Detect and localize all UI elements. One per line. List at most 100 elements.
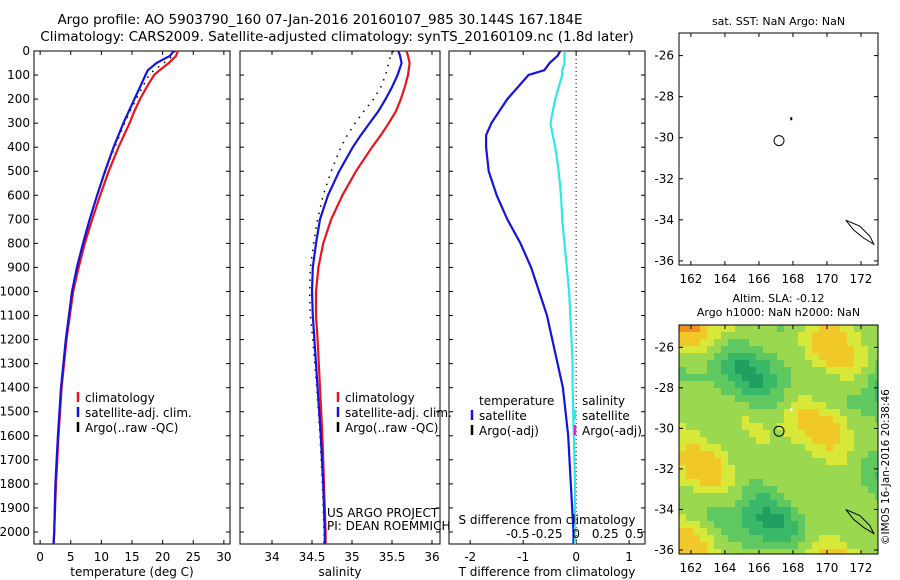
map_sst-float-marker (773, 135, 785, 147)
map_sla-ytick-label: -30 (654, 421, 674, 435)
temperature-xtick-label: 15 (124, 550, 139, 564)
map_sla-ytick-label: -32 (654, 462, 674, 476)
temperature-legend-label: Argo(..raw -QC) (85, 421, 178, 435)
map_sst-ytick-label: -28 (654, 90, 674, 104)
difference-xtick-label: 1 (625, 550, 633, 564)
salinity-difference-line (549, 51, 577, 544)
depth-tick-label: 1300 (0, 357, 30, 371)
depth-tick-label: 1400 (0, 381, 30, 395)
map_sla-xtick-label: 172 (850, 561, 873, 575)
map_sst-title: sat. SST: NaN Argo: NaN (712, 15, 845, 28)
temperature-legend-label: satellite-adj. clim. (85, 406, 192, 420)
depth-tick-label: 1200 (0, 333, 30, 347)
map_sst-ytick-label: -32 (654, 172, 674, 186)
figure-title-line2: Climatology: CARS2009. Satellite-adjuste… (40, 29, 634, 45)
temperature-difference-line (485, 50, 575, 544)
salinity-legend-label: satellite (582, 409, 630, 423)
salinity-climatology-line (314, 50, 411, 544)
depth-tick-label: 700 (7, 212, 30, 226)
difference-xtick-label: 0 (572, 550, 580, 564)
depth-tick-label: 200 (7, 92, 30, 106)
map_sla-small-marker (790, 408, 793, 412)
temperature-legend-label: temperature (479, 394, 554, 408)
salinity-xtick-label: 36 (424, 550, 439, 564)
salinity-xlabel: salinity (318, 565, 361, 579)
salinity-diff-tick-label: 0.25 (592, 527, 619, 541)
depth-tick-label: 1500 (0, 405, 30, 419)
temperature-satellite-line (52, 50, 175, 545)
salinity-diff-tick-label: 0.5 (625, 527, 644, 541)
map_sla-ytick-label: -34 (654, 502, 674, 516)
map_sla-ytick-label: -36 (654, 543, 674, 557)
depth-tick-label: 0 (22, 44, 30, 58)
map_sst-ytick-label: -34 (654, 213, 674, 227)
map_sla-float-marker (773, 425, 785, 437)
depth-tick-label: 900 (7, 260, 30, 274)
depth-tick-label: 600 (7, 188, 30, 202)
map_sla-title: Argo h1000: NaN h2000: NaN (697, 306, 860, 319)
salinity-diff-xlabel: S difference from climatology (459, 513, 636, 527)
salinity-legend-label: Argo(..raw -QC) (345, 421, 438, 435)
temperature-xtick-label: 20 (155, 550, 170, 564)
map_sst-coastline (845, 219, 876, 246)
salinity-legend-label: climatology (345, 391, 415, 405)
map_sst-ytick-label: -36 (654, 254, 674, 268)
depth-tick-label: 1900 (0, 501, 30, 515)
difference-xtick-label: -2 (464, 550, 476, 564)
depth-tick-label: 100 (7, 68, 30, 82)
map_sst-xtick-label: 166 (747, 272, 770, 286)
temperature-legend-label: satellite (479, 409, 527, 423)
depth-tick-label: 1100 (0, 309, 30, 323)
depth-tick-label: 400 (7, 140, 30, 154)
map_sla-frame (678, 324, 879, 555)
temperature-xtick-label: 0 (36, 550, 44, 564)
salinity-legend-label: salinity (582, 394, 625, 408)
map_sla-xtick-label: 164 (713, 561, 736, 575)
depth-tick-label: 1600 (0, 429, 30, 443)
map_sla-title: Altim. SLA: -0.12 (732, 292, 824, 305)
map_sla-xtick-label: 162 (679, 561, 702, 575)
map_sst-ytick-label: -30 (654, 131, 674, 145)
salinity-diff-tick-label: -0.25 (531, 527, 562, 541)
salinity-diff-tick-label: 0 (572, 527, 580, 541)
sla-heatmap (679, 325, 878, 554)
salinity-diff-tick-label: -0.5 (506, 527, 529, 541)
salinity-xtick-label: 34.5 (299, 550, 326, 564)
map_sst-small-marker (790, 117, 793, 121)
salinity-legend-label: satellite-adj. clim. (345, 406, 452, 420)
depth-tick-label: 800 (7, 236, 30, 250)
temperature-xtick-label: 10 (94, 550, 109, 564)
map_sst-xtick-label: 168 (782, 272, 805, 286)
map_sla-xtick-label: 170 (816, 561, 839, 575)
depth-tick-label: 1700 (0, 453, 30, 467)
depth-tick-label: 300 (7, 116, 30, 130)
temperature-frame (33, 50, 231, 545)
salinity-annotation: US ARGO PROJECT (327, 506, 439, 520)
figure-title-line1: Argo profile: AO 5903790_160 07-Jan-2016… (57, 12, 583, 28)
difference-xtick-label: -1 (517, 550, 529, 564)
salinity-legend-label: Argo(-adj) (582, 424, 642, 438)
temperature-xlabel: temperature (deg C) (70, 565, 193, 579)
map_sla-xtick-label: 166 (747, 561, 770, 575)
map_sst-xtick-label: 162 (679, 272, 702, 286)
map_sst-ytick-label: -26 (654, 49, 674, 63)
map_sst-xtick-label: 164 (713, 272, 736, 286)
map_sst-xtick-label: 170 (816, 272, 839, 286)
depth-tick-label: 1000 (0, 284, 30, 298)
map_sst-frame (678, 32, 879, 266)
depth-tick-label: 500 (7, 164, 30, 178)
salinity-annotation: PI: DEAN ROEMMICH (327, 519, 450, 533)
temperature-legend-label: climatology (85, 391, 155, 405)
map_sla-xtick-label: 168 (782, 561, 805, 575)
difference-frame (448, 50, 646, 545)
map_sst-xtick-label: 172 (850, 272, 873, 286)
salinity-frame (239, 50, 441, 545)
temperature-legend-label: Argo(-adj) (479, 424, 539, 438)
difference-xlabel: T difference from climatology (458, 565, 636, 579)
map_sla-ytick-label: -28 (654, 381, 674, 395)
depth-tick-label: 2000 (0, 525, 30, 539)
temperature-xtick-label: 25 (186, 550, 201, 564)
salinity-satellite-line (310, 50, 403, 544)
credit-label: ©IMOS 16-Jan-2016 20:38:46 (880, 389, 892, 545)
